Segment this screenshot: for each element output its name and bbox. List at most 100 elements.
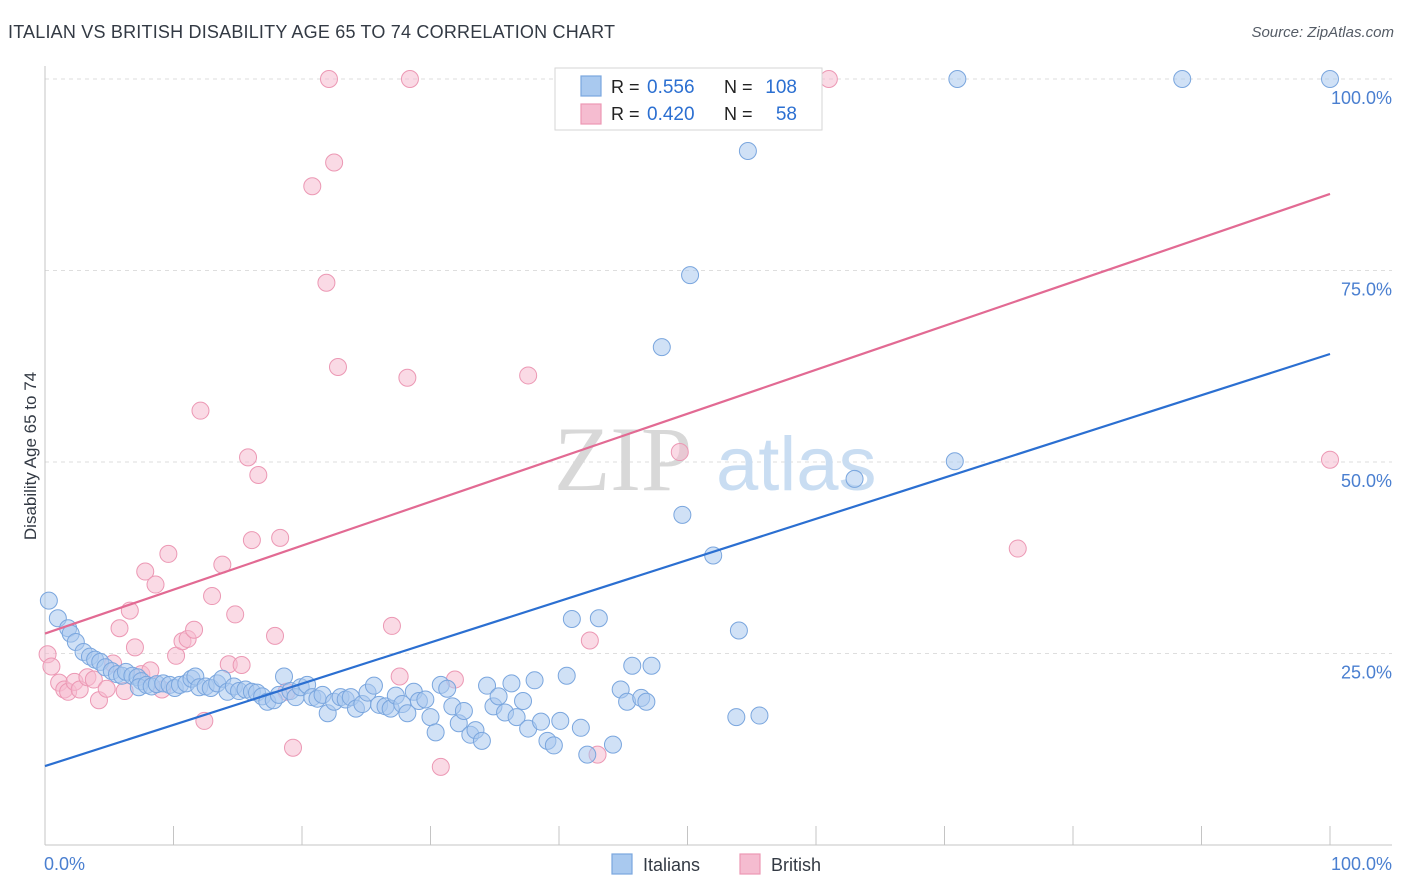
source-label: Source: ZipAtlas.com — [1251, 24, 1394, 41]
italians-point — [589, 609, 608, 628]
british-point — [110, 619, 129, 638]
italians-point — [623, 656, 642, 675]
italians-point — [557, 666, 576, 685]
british-point — [125, 638, 144, 657]
italians-r-value: 0.556 — [647, 77, 695, 98]
italians-point — [578, 745, 597, 764]
british-point — [271, 528, 290, 547]
british-point — [303, 177, 322, 196]
italians-point — [438, 679, 457, 698]
italians-point — [562, 610, 581, 629]
gridlines: 25.0% 50.0% 75.0% 100.0% — [45, 78, 1392, 683]
italians-point — [845, 469, 864, 488]
italians-point — [502, 674, 521, 693]
italians-point — [945, 452, 964, 471]
british-point — [191, 401, 210, 420]
british-point — [266, 626, 285, 645]
y-tick-label: 50.0% — [1341, 471, 1392, 491]
british-point — [580, 631, 599, 650]
british-n-label: N = — [724, 104, 753, 124]
italians-point — [729, 621, 748, 640]
italians-point — [652, 338, 671, 357]
british-point — [97, 679, 116, 698]
stats-legend: R = 0.556 N = 108 R = 0.420 N = 58 — [554, 67, 823, 131]
watermark-zip: ZIP — [554, 408, 692, 510]
y-tick-label: 100.0% — [1331, 88, 1392, 108]
british-point — [1321, 450, 1339, 469]
chart-title: ITALIAN VS BRITISH DISABILITY AGE 65 TO … — [8, 22, 616, 42]
british-point — [232, 655, 251, 674]
british-point — [382, 616, 401, 635]
italians-point — [551, 711, 570, 730]
italians-point — [750, 706, 769, 725]
british-point — [239, 448, 258, 467]
italians-point — [454, 701, 473, 720]
british-point — [242, 531, 261, 550]
british-point — [1008, 539, 1027, 558]
british-point — [146, 575, 165, 594]
italians-point — [489, 687, 508, 706]
british-swatch — [580, 103, 602, 125]
british-point — [670, 443, 689, 462]
italians-swatch — [580, 75, 602, 97]
british-point — [284, 738, 303, 757]
watermark-atlas: atlas — [716, 422, 877, 507]
y-tick-label: 75.0% — [1341, 280, 1392, 300]
legend-british-swatch — [739, 853, 761, 875]
series-legend: Italians British — [611, 853, 821, 875]
italians-point — [364, 676, 383, 695]
british-r-value: 0.420 — [647, 104, 695, 125]
axes — [44, 66, 1392, 846]
italians-point — [727, 708, 746, 727]
legend-italians-label: Italians — [643, 855, 700, 875]
italians-n-label: N = — [724, 77, 753, 97]
trend-lines — [44, 192, 1331, 768]
italians-point — [603, 735, 622, 754]
british-point — [400, 70, 419, 88]
british-point — [431, 757, 450, 776]
british-point — [325, 153, 344, 172]
italians-point — [637, 692, 656, 711]
british-points — [38, 70, 1339, 776]
x-tick-label-min: 0.0% — [44, 854, 85, 874]
italians-point — [544, 736, 563, 755]
italians-point — [673, 505, 692, 524]
italians-trend-line — [44, 352, 1331, 768]
italians-point — [1321, 70, 1339, 88]
british-point — [319, 70, 338, 88]
british-trend-line — [44, 192, 1331, 635]
italians-point — [514, 691, 533, 710]
italians-point — [39, 591, 58, 610]
british-point — [185, 620, 204, 639]
british-point — [398, 368, 417, 387]
italians-point — [948, 70, 967, 88]
italians-r-label: R = — [611, 77, 640, 97]
british-point — [819, 70, 838, 88]
british-point — [519, 366, 538, 385]
watermark: ZIP atlas — [554, 408, 877, 510]
italians-point — [416, 690, 435, 709]
british-point — [226, 605, 245, 624]
british-point — [328, 358, 347, 377]
italians-point — [421, 708, 440, 727]
y-tick-label: 25.0% — [1341, 663, 1392, 683]
british-point — [136, 562, 155, 581]
british-point — [317, 273, 336, 292]
italians-point — [1173, 70, 1192, 88]
british-point — [42, 657, 61, 676]
italians-n-value: 108 — [765, 77, 797, 98]
british-point — [249, 466, 268, 485]
british-point — [84, 670, 103, 689]
italians-point — [525, 671, 544, 690]
british-point — [159, 544, 178, 563]
x-tick-label-max: 100.0% — [1331, 854, 1392, 874]
italians-point — [398, 704, 417, 723]
italians-point — [478, 676, 497, 695]
italians-point — [472, 731, 491, 750]
italians-points — [39, 70, 1339, 764]
italians-point — [507, 708, 526, 727]
british-point — [203, 587, 222, 606]
italians-point — [681, 266, 700, 285]
british-r-label: R = — [611, 104, 640, 124]
